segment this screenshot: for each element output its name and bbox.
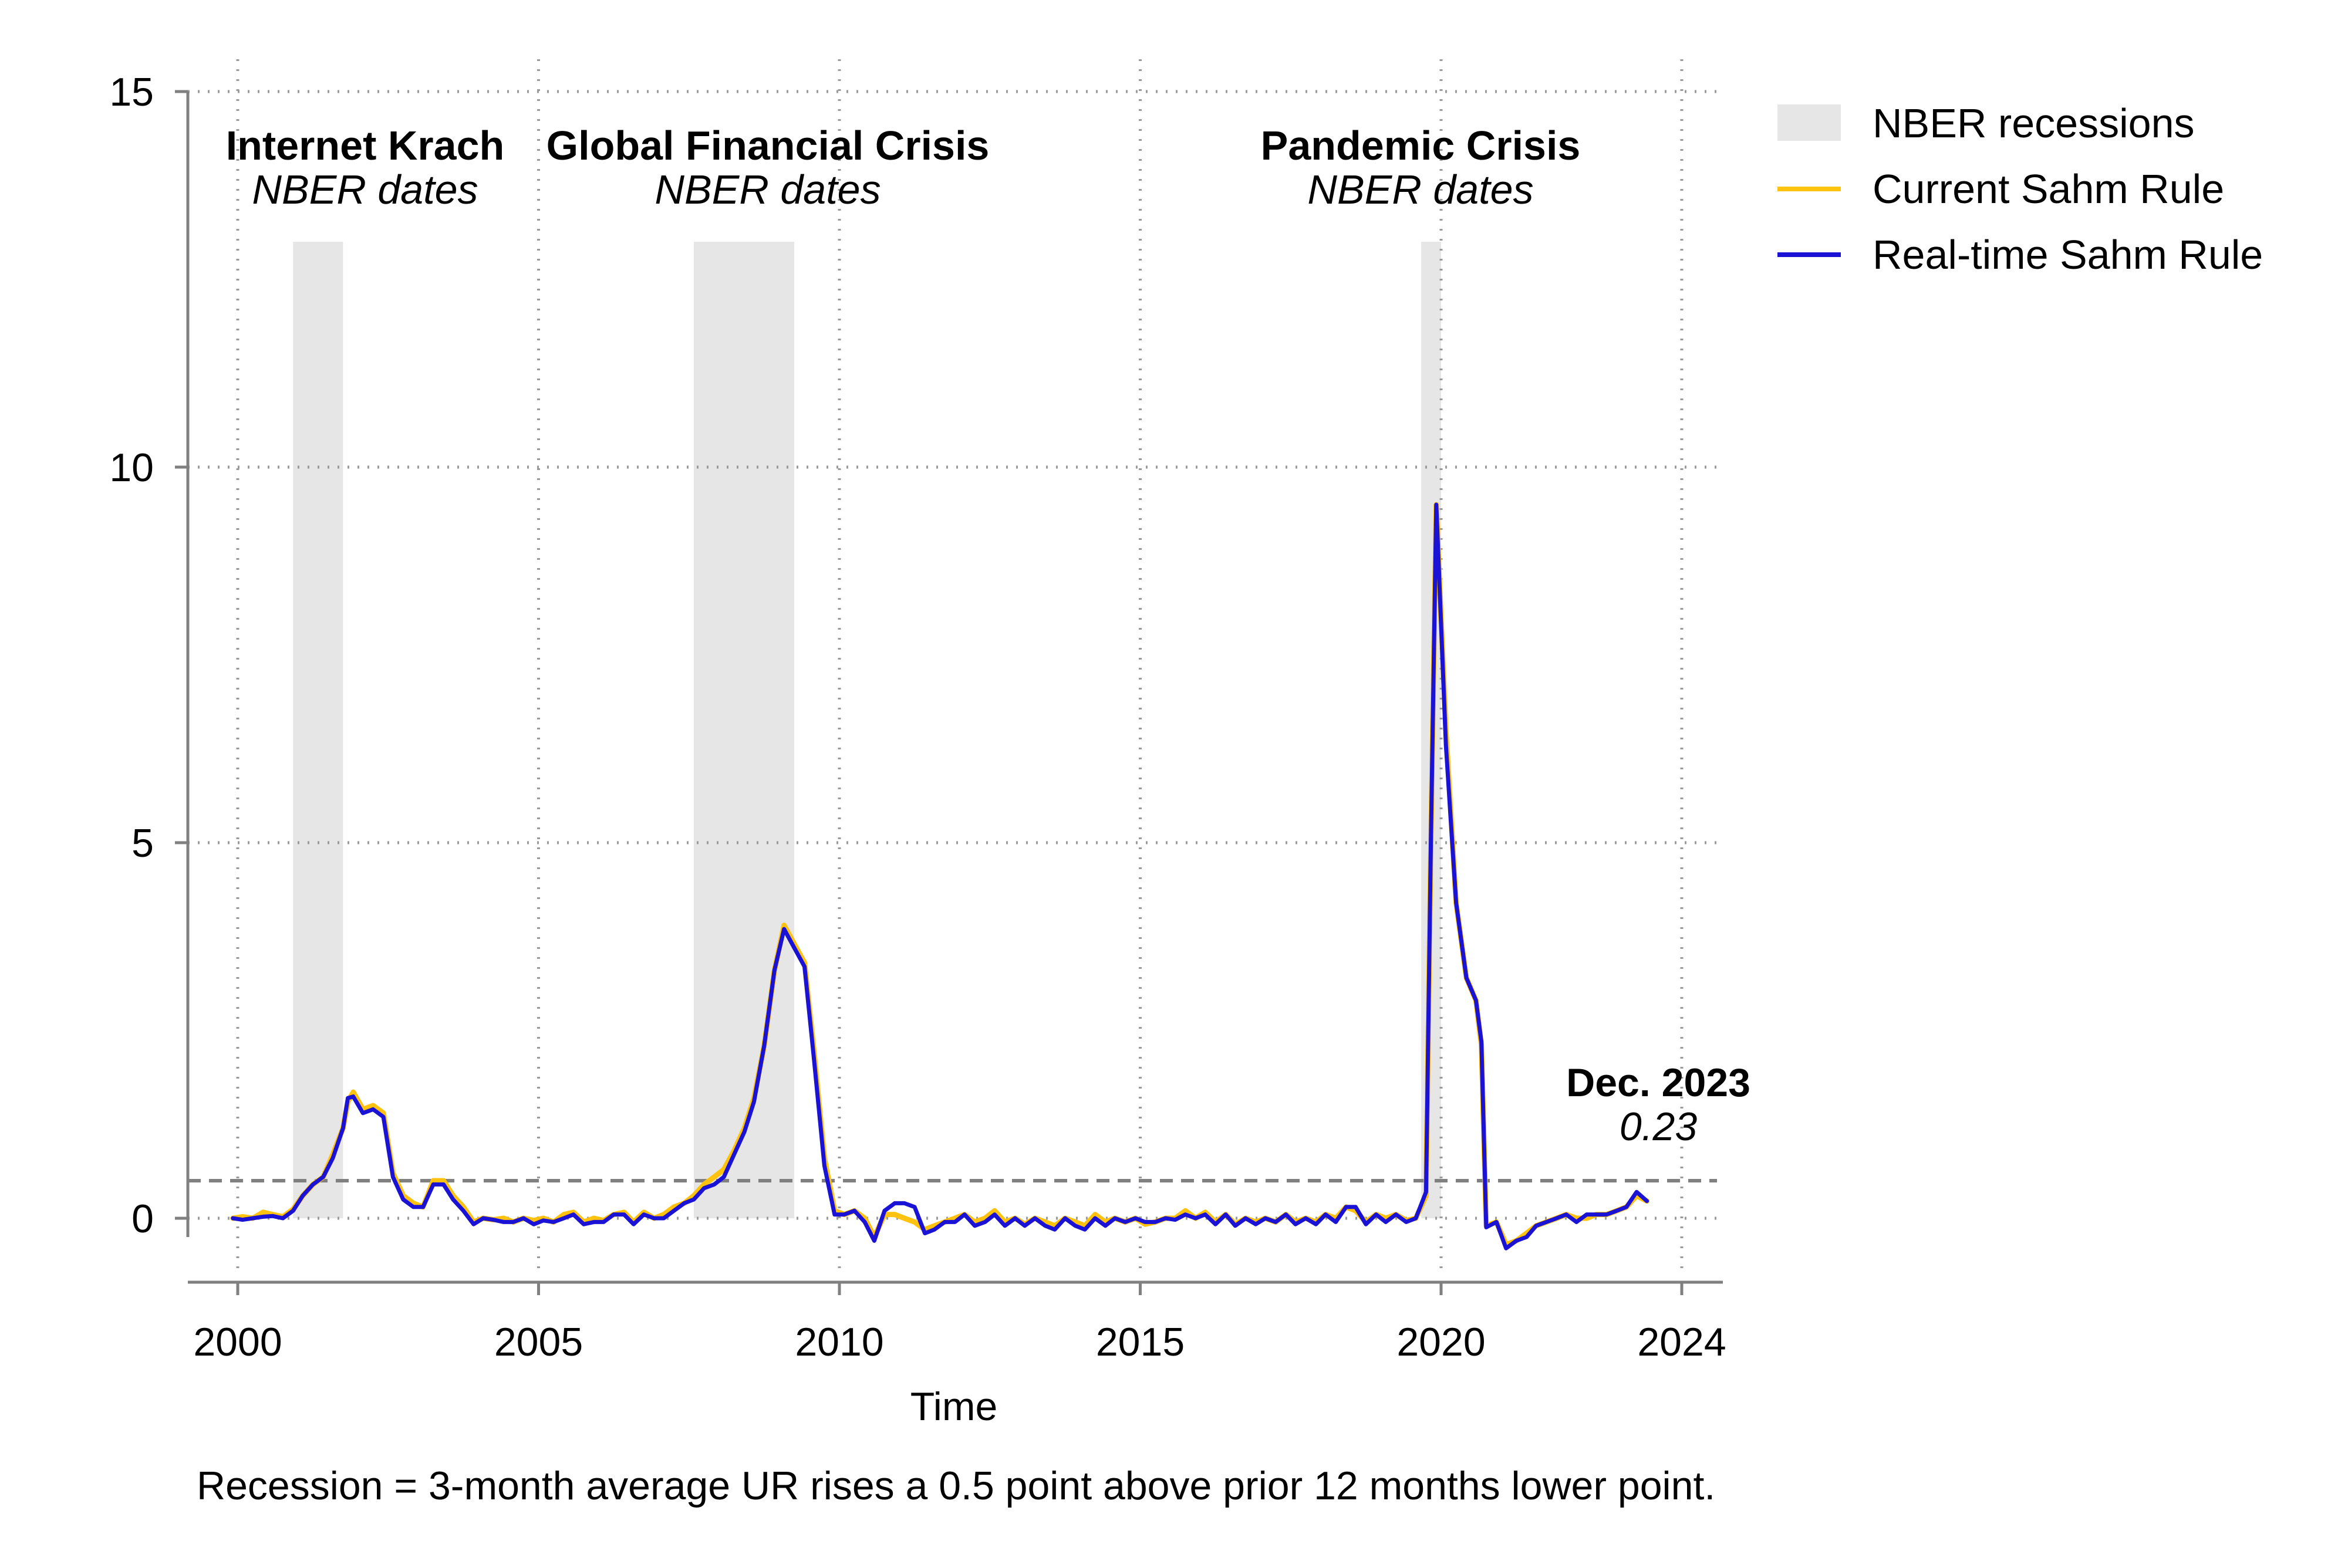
x-tick-label: 2000: [193, 1320, 282, 1364]
y-tick-label: 0: [131, 1197, 154, 1241]
y-tick-label: 15: [109, 70, 154, 114]
recession-sublabel: NBER dates: [655, 167, 880, 212]
legend-label: NBER recessions: [1873, 100, 2195, 146]
recession-band: [293, 242, 343, 1218]
legend-label: Current Sahm Rule: [1873, 166, 2224, 212]
x-tick-label: 2020: [1396, 1320, 1485, 1364]
recession-sublabel: NBER dates: [252, 167, 478, 212]
recession-sublabel: NBER dates: [1307, 167, 1533, 212]
legend-swatch-band: [1777, 104, 1841, 141]
x-tick-label: 2005: [494, 1320, 583, 1364]
legend-label: Real-time Sahm Rule: [1873, 232, 2263, 278]
legend: NBER recessions Current Sahm Rule Real-tim…: [1777, 100, 2263, 278]
y-tick-label: 10: [109, 445, 154, 490]
recession-band: [693, 242, 795, 1218]
x-tick-label: 2015: [1096, 1320, 1185, 1364]
x-axis-label: Time: [910, 1384, 998, 1429]
series-lines: [230, 502, 1650, 1251]
recession-label: Pandemic Crisis: [1261, 123, 1581, 168]
x-tick-label: 2024: [1637, 1320, 1726, 1364]
x-tick-label: 2010: [795, 1320, 883, 1364]
grid-lines: [188, 59, 1717, 1270]
end-annotation-label: Dec. 2023: [1566, 1060, 1750, 1105]
recession-label: Global Financial Crisis: [546, 123, 990, 168]
end-annotation-value: 0.23: [1620, 1104, 1698, 1149]
recession-bands: [293, 242, 1441, 1218]
series-real-time-sahm-rule: [231, 502, 1649, 1251]
recession-label: Internet Krach: [226, 123, 505, 168]
chart-note: Recession = 3-month average UR rises a 0…: [197, 1464, 1715, 1508]
axes: 0 5 10 15 2000 2005 2010 2015 2020 2024: [109, 70, 1726, 1364]
y-tick-label: 5: [131, 821, 154, 866]
